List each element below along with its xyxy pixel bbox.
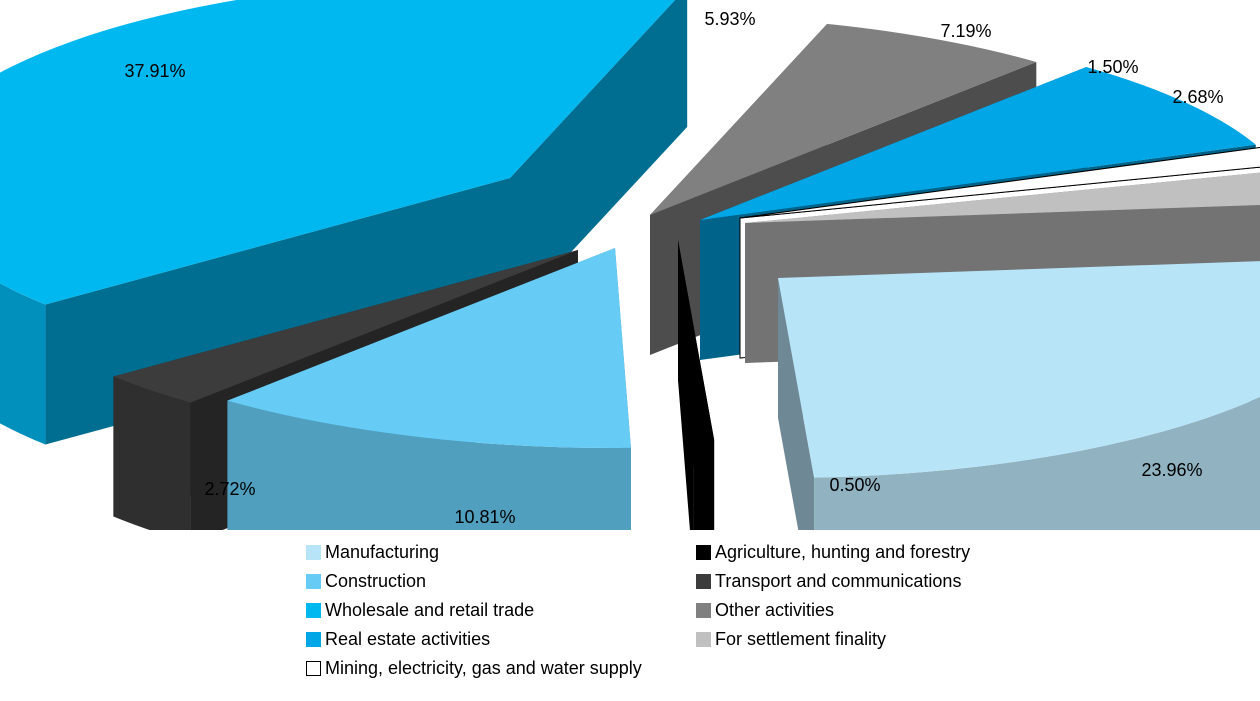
data-label-mining-electricity-gas-and-water-supply: 1.50%	[1087, 57, 1138, 77]
legend-item-agriculture-hunting-and-forestry: Agriculture, hunting and forestry	[696, 541, 1106, 563]
legend-label: Transport and communications	[715, 570, 962, 591]
legend-label: Manufacturing	[325, 541, 440, 562]
legend-swatch	[306, 660, 321, 676]
legend-label: Mining, electricity, gas and water suppl…	[325, 657, 642, 678]
legend-item-manufacturing: Manufacturing	[306, 541, 696, 563]
legend-item-construction: Construction	[306, 570, 696, 592]
data-label-other-activities: 5.93%	[704, 9, 755, 29]
legend-swatch	[696, 602, 711, 618]
legend-item-other-activities: Other activities	[696, 599, 1106, 621]
pie-slice-construction	[227, 248, 631, 530]
legend-swatch	[696, 573, 711, 589]
data-label-agriculture-hunting-and-forestry: 0.50%	[829, 475, 880, 495]
legend-item-for-settlement-finality: For settlement finality	[696, 628, 1106, 650]
legend-item-mining-electricity-gas-and-water-supply: Mining, electricity, gas and water suppl…	[306, 657, 696, 679]
legend-swatch	[696, 631, 711, 647]
data-label-wholesale-and-retail-trade: 37.91%	[124, 61, 185, 81]
legend-swatch	[306, 602, 321, 618]
data-label-real-estate-activities: 7.19%	[940, 21, 991, 41]
legend-label: Construction	[325, 570, 427, 591]
chart-legend: Manufacturing Agriculture, hunting and fo…	[306, 541, 1106, 679]
legend-label: Agriculture, hunting and forestry	[715, 541, 971, 562]
legend-label: For settlement finality	[715, 628, 887, 649]
pie-slice-agriculture-hunting-and-forestry	[678, 240, 715, 530]
legend-item-wholesale-and-retail-trade: Wholesale and retail trade	[306, 599, 696, 621]
legend-swatch	[306, 573, 321, 589]
legend-swatch	[696, 544, 711, 560]
legend-item-transport-and-communications: Transport and communications	[696, 570, 1106, 592]
legend-item-real-estate-activities: Real estate activities	[306, 628, 696, 650]
legend-swatch	[306, 631, 321, 647]
data-label-transport-and-communications: 2.72%	[204, 479, 255, 499]
legend-label: Other activities	[715, 599, 835, 620]
legend-swatch	[306, 544, 321, 560]
pie-slice-manufacturing	[778, 261, 1260, 530]
legend-label: Wholesale and retail trade	[325, 599, 535, 620]
data-label-construction: 10.81%	[454, 507, 515, 527]
data-label-for-settlement-finality: 2.68%	[1172, 87, 1223, 107]
data-label-manufacturing: 23.96%	[1141, 460, 1202, 480]
legend-label: Real estate activities	[325, 628, 491, 649]
pie-chart: 23.96% 0.50% 10.81% 2.72% 37.91% 5.93% 7.19% 1.…	[0, 0, 1260, 530]
